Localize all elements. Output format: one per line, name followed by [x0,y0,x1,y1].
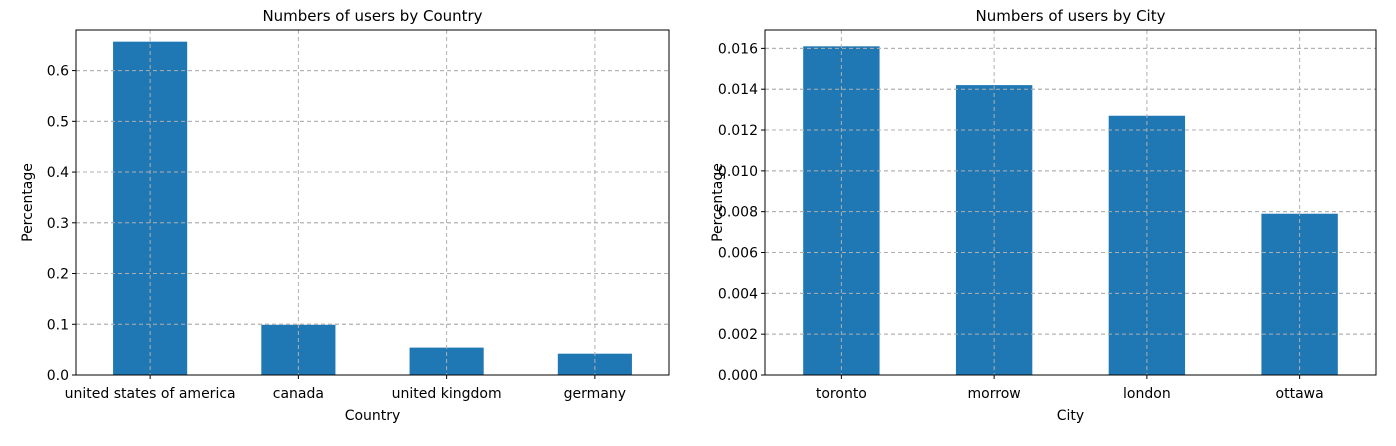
plot-frame [764,29,1377,376]
x-tick-label: london [1123,386,1171,402]
bars [803,46,1338,375]
bar [557,353,632,375]
bars [113,41,632,375]
ticks: 0.000 0.002 0.004 0.006 0.008 0.010 0.012 0.014… [718,30,1376,402]
x-tick-label: morrow [968,386,1021,402]
country-chart: Numbers of users by Country Country Perc… [20,7,670,424]
y-tick-label: 0.2 [47,267,69,283]
chart-title: Numbers of users by Country [262,7,482,25]
y-axis-label: Percentage [20,163,36,242]
y-tick-label: 0.008 [718,205,758,221]
ticks: 0.0 0.1 0.2 0.3 0.4 0.5 0.6 united states of am… [47,30,669,402]
plot-frame [75,29,670,376]
x-tick-label: toronto [816,386,867,402]
y-tick-label: 0.012 [718,123,758,139]
y-tick-label: 0.4 [47,165,69,181]
x-tick-label: canada [273,386,324,402]
y-tick-label: 0.010 [718,164,758,180]
y-tick-label: 0.016 [718,41,758,57]
y-tick-label: 0.3 [47,216,69,232]
x-tick-label: united kingdom [392,386,502,402]
y-tick-label: 0.006 [718,246,758,262]
x-axis-label: City [1057,408,1084,424]
bar [1261,213,1338,375]
y-tick-label: 0.0 [47,368,69,384]
y-tick-label: 0.002 [718,327,758,343]
y-tick-label: 0.5 [47,114,69,130]
x-tick-label: ottawa [1276,386,1324,402]
y-tick-label: 0.004 [718,286,758,302]
city-chart: Numbers of users by City City Percentage… [710,7,1377,424]
chart-title: Numbers of users by City [976,7,1166,25]
y-tick-label: 0.014 [718,82,758,98]
y-tick-label: 0.000 [718,368,758,384]
y-tick-label: 0.6 [47,64,69,80]
bar [1108,115,1186,375]
x-axis-label: Country [345,408,401,424]
x-tick-label: united states of america [65,386,236,402]
y-tick-label: 0.1 [47,317,69,333]
y-axis-label: Percentage [710,163,726,242]
x-tick-label: germany [564,386,626,402]
